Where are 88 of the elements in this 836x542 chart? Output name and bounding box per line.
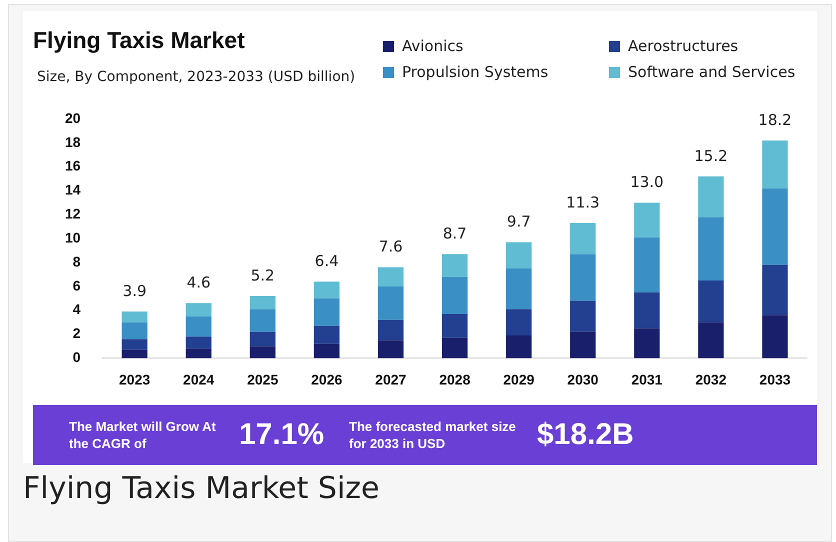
bar [314, 326, 340, 344]
bar [634, 202, 660, 238]
total-label: 18.2 [758, 110, 792, 129]
bar [506, 309, 532, 336]
bar [378, 286, 404, 320]
bar [762, 188, 788, 265]
legend-label: Software and Services [628, 63, 796, 81]
bar [378, 320, 404, 340]
x-tick-label: 2028 [439, 371, 471, 388]
y-tick-label: 2 [72, 325, 81, 342]
bar [570, 300, 596, 332]
x-tick-label: 2032 [695, 371, 727, 388]
total-label: 13.0 [630, 173, 664, 192]
total-label: 7.6 [378, 238, 403, 256]
total-label: 4.6 [186, 274, 211, 292]
bar [378, 267, 404, 286]
chart-subtitle: Size, By Component, 2023-2033 (USD billion) [37, 69, 356, 85]
bar [762, 264, 788, 316]
bar [442, 314, 468, 338]
y-tick-label: 12 [64, 206, 81, 222]
x-tick-label: 2029 [503, 371, 535, 388]
y-tick-label: 4 [72, 301, 81, 318]
total-label: 8.7 [442, 224, 467, 243]
legend-label: Avionics [402, 37, 464, 55]
bar [122, 312, 148, 322]
bar [250, 332, 276, 346]
bar [698, 217, 724, 280]
text: The Market will Grow At the CAGR of [69, 418, 217, 452]
bar [250, 296, 276, 310]
bar [442, 254, 468, 277]
bar [634, 237, 660, 292]
x-tick-label: 2031 [631, 371, 663, 388]
bar [506, 268, 532, 310]
x-tick-label: 2033 [759, 371, 791, 388]
total-label: 3.9 [122, 282, 147, 300]
total-label: 15.2 [694, 146, 728, 165]
y-tick-label: 6 [72, 277, 81, 294]
bar [634, 292, 660, 328]
text: Flying Taxis Market Size [23, 471, 380, 506]
bar [442, 338, 468, 358]
bar [506, 335, 532, 358]
x-tick-label: 2023 [119, 371, 150, 388]
bar [122, 350, 148, 358]
bar [186, 348, 212, 358]
bar [122, 322, 148, 340]
y-tick-label: 14 [64, 182, 81, 198]
bar [762, 315, 788, 358]
bar [698, 176, 724, 218]
total-label: 11.3 [566, 193, 600, 212]
bar [186, 336, 212, 349]
total-label: 6.4 [314, 252, 339, 270]
bar [698, 322, 724, 358]
total-label: 5.2 [250, 266, 275, 284]
bar [250, 309, 276, 332]
y-tick-label: 16 [64, 158, 81, 174]
bar [378, 340, 404, 358]
x-tick-label: 2026 [311, 371, 342, 388]
bar [762, 140, 788, 188]
total-label: 9.7 [506, 212, 531, 231]
x-tick-label: 2027 [375, 371, 407, 388]
text: $18.2B [537, 418, 634, 452]
y-tick-label: 20 [64, 110, 81, 126]
legend-label: Propulsion Systems [402, 63, 548, 81]
bar [314, 298, 340, 326]
y-tick-label: 8 [72, 253, 81, 270]
text: The forecasted market size for 2033 in USD [349, 418, 517, 452]
bar [186, 303, 212, 316]
bar [570, 223, 596, 254]
bar [250, 346, 276, 358]
bar [442, 276, 468, 314]
bar [570, 332, 596, 358]
bar [314, 282, 340, 298]
chart-title: Flying Taxis Market [33, 27, 245, 54]
bar [506, 242, 532, 268]
bar [122, 339, 148, 350]
bar [698, 280, 724, 322]
bar [314, 344, 340, 358]
x-tick-label: 2025 [247, 371, 278, 388]
x-tick-label: 2024 [183, 371, 214, 388]
bar [186, 316, 212, 337]
y-tick-label: 18 [64, 134, 81, 150]
y-tick-label: 10 [64, 229, 81, 246]
text: 17.1% [239, 418, 326, 452]
bar [634, 328, 660, 358]
x-tick-label: 2030 [567, 371, 599, 388]
bar [570, 254, 596, 301]
y-tick-label: 0 [72, 349, 81, 366]
legend-label: Aerostructures [628, 37, 738, 55]
